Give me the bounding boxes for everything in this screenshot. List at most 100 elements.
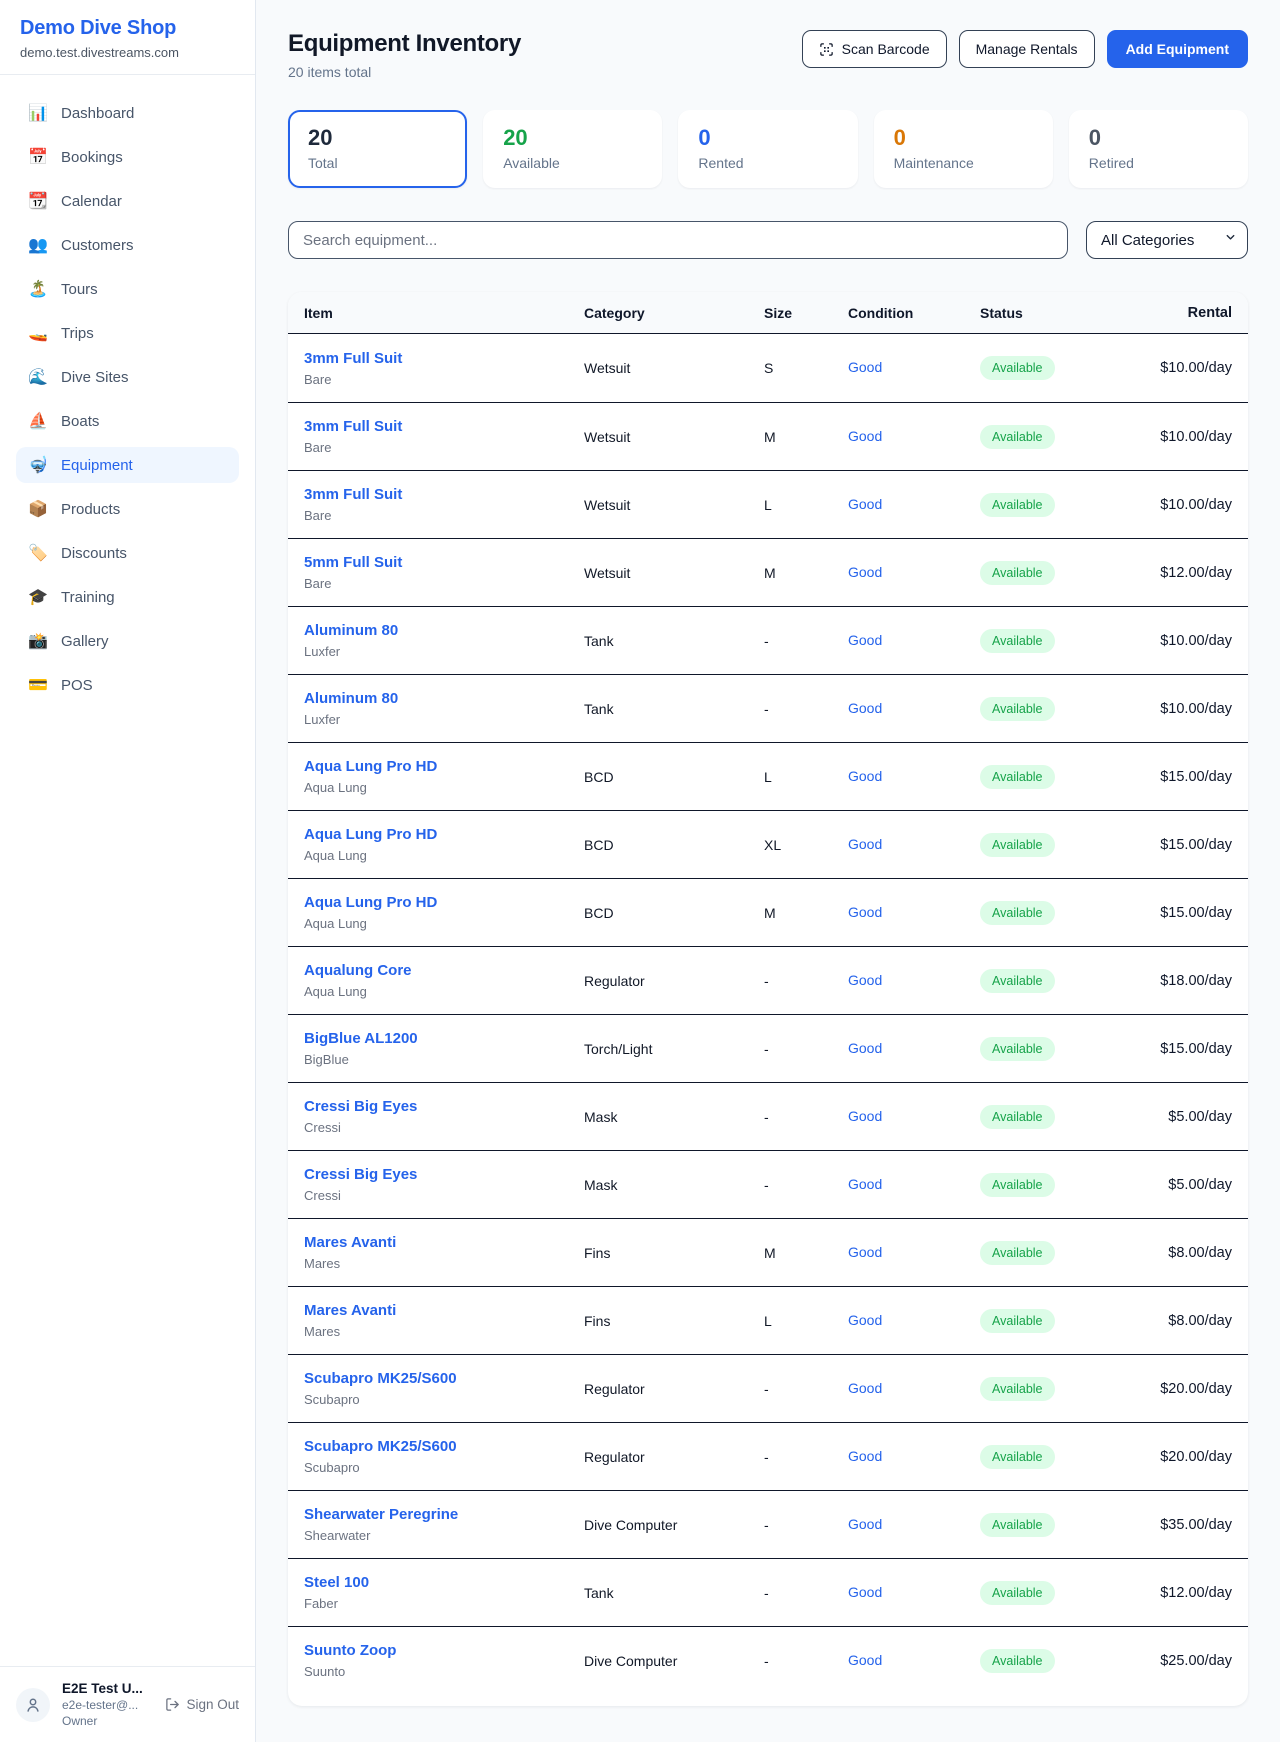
sidebar-item-customers[interactable]: 👥 Customers	[28, 236, 134, 255]
condition-link[interactable]: Good	[848, 359, 883, 375]
item-link[interactable]: Mares Avanti	[304, 1234, 397, 1251]
item-rental: $8.00/day	[1168, 1312, 1232, 1329]
item-link[interactable]: 5mm Full Suit	[304, 554, 403, 571]
item-brand: Faber	[304, 1596, 338, 1611]
condition-link[interactable]: Good	[848, 1447, 883, 1464]
status-badge: Available	[980, 1376, 1055, 1401]
add-equipment-button[interactable]: Add Equipment	[1106, 30, 1248, 68]
status-badge: Available	[980, 628, 1055, 653]
sidebar-item-gallery[interactable]: 📸 Gallery	[28, 632, 109, 651]
stat-card-retired[interactable]: 0 Retired	[1068, 110, 1248, 188]
sidebar-item-bookings[interactable]: 📅 Bookings	[28, 148, 123, 167]
status-badge: Available	[980, 1512, 1055, 1537]
dashboard-icon: 📊	[28, 105, 48, 122]
table-row: Aluminum 80 Luxfer Tank - Good Available…	[288, 606, 1248, 674]
condition-link[interactable]: Good	[848, 1583, 883, 1600]
item-link[interactable]: BigBlue AL1200	[304, 1030, 418, 1047]
item-link[interactable]: Scubapro MK25/S600	[304, 1370, 457, 1387]
condition-link[interactable]: Good	[848, 767, 883, 784]
table-row: Aqua Lung Pro HD Aqua Lung BCD XL Good A…	[288, 810, 1248, 878]
item-category: Fins	[584, 1312, 611, 1329]
condition-link[interactable]: Good	[848, 971, 883, 988]
item-link[interactable]: Aluminum 80	[304, 622, 399, 639]
item-link[interactable]: 3mm Full Suit	[304, 418, 403, 435]
category-select[interactable]: All Categories	[1086, 221, 1248, 259]
item-size: S	[764, 360, 774, 376]
item-link[interactable]: Suunto Zoop	[304, 1642, 397, 1659]
item-rental: $5.00/day	[1168, 1108, 1232, 1125]
item-link[interactable]: Aqualung Core	[304, 962, 412, 979]
condition-link[interactable]: Good	[848, 1175, 883, 1192]
item-rental: $10.00/day	[1160, 700, 1232, 717]
condition-link[interactable]: Good	[848, 495, 883, 512]
avatar	[16, 1687, 50, 1722]
item-link[interactable]: Scubapro MK25/S600	[304, 1438, 457, 1455]
sidebar-item-dive-sites[interactable]: 🌊 Dive Sites	[28, 368, 129, 387]
scan-barcode-button[interactable]: Scan Barcode	[801, 30, 947, 68]
stat-card-available[interactable]: 20 Available	[483, 110, 663, 188]
sign-out-button[interactable]: Sign Out	[165, 1697, 239, 1712]
item-brand: Cressi	[304, 1120, 341, 1135]
condition-link[interactable]: Good	[848, 1379, 883, 1396]
condition-link[interactable]: Good	[848, 631, 883, 648]
item-link[interactable]: Aluminum 80	[304, 690, 399, 707]
equipment-icon: 🤿	[28, 457, 48, 474]
item-link[interactable]: Cressi Big Eyes	[304, 1098, 418, 1115]
condition-link[interactable]: Good	[848, 1039, 883, 1056]
sidebar-item-discounts[interactable]: 🏷️ Discounts	[28, 544, 127, 563]
item-category: Regulator	[584, 1448, 645, 1465]
customers-icon: 👥	[28, 237, 48, 254]
condition-link[interactable]: Good	[848, 835, 883, 852]
item-link[interactable]: Shearwater Peregrine	[304, 1506, 459, 1523]
item-link[interactable]: Mares Avanti	[304, 1302, 397, 1319]
item-rental: $10.00/day	[1160, 632, 1232, 649]
condition-link[interactable]: Good	[848, 699, 883, 716]
item-brand: Scubapro	[304, 1460, 360, 1475]
stat-card-maintenance[interactable]: 0 Maintenance	[873, 110, 1053, 188]
item-category: Mask	[584, 1176, 618, 1193]
sidebar-item-dashboard[interactable]: 📊 Dashboard	[28, 104, 135, 123]
manage-rentals-button[interactable]: Manage Rentals	[958, 30, 1095, 68]
item-brand: Aqua Lung	[304, 780, 367, 795]
status-badge: Available	[980, 424, 1055, 449]
search-input[interactable]	[288, 221, 1068, 259]
item-link[interactable]: Cressi Big Eyes	[304, 1166, 418, 1183]
item-size: M	[764, 1244, 776, 1261]
status-badge: Available	[980, 968, 1055, 993]
sidebar-item-calendar[interactable]: 📆 Calendar	[28, 192, 122, 211]
item-category: Wetsuit	[584, 428, 631, 445]
sidebar-item-training[interactable]: 🎓 Training	[28, 588, 115, 607]
condition-link[interactable]: Good	[848, 1107, 883, 1124]
item-size: -	[764, 700, 769, 717]
stat-card-total[interactable]: 20 Total	[288, 110, 468, 188]
item-link[interactable]: 3mm Full Suit	[304, 486, 403, 503]
condition-link[interactable]: Good	[848, 563, 883, 580]
item-size: -	[764, 1584, 769, 1601]
condition-link[interactable]: Good	[848, 1311, 883, 1328]
item-link[interactable]: Aqua Lung Pro HD	[304, 826, 438, 843]
item-link[interactable]: Aqua Lung Pro HD	[304, 758, 438, 775]
sidebar-item-tours[interactable]: 🏝️ Tours	[28, 280, 98, 299]
sidebar-item-boats[interactable]: ⛵ Boats	[28, 412, 100, 431]
condition-link[interactable]: Good	[848, 1243, 883, 1260]
item-size: -	[764, 1040, 769, 1057]
status-badge: Available	[980, 356, 1055, 380]
item-link[interactable]: Steel 100	[304, 1574, 370, 1591]
item-link[interactable]: Aqua Lung Pro HD	[304, 894, 438, 911]
item-category: Fins	[584, 1244, 611, 1261]
item-size: -	[764, 972, 769, 989]
sidebar-item-pos[interactable]: 💳 POS	[28, 676, 93, 695]
condition-link[interactable]: Good	[848, 903, 883, 920]
brand-block: Demo Dive Shop demo.test.divestreams.com	[0, 0, 255, 75]
item-link[interactable]: 3mm Full Suit	[304, 349, 403, 367]
sidebar-item-trips[interactable]: 🚤 Trips	[28, 324, 94, 343]
sidebar-item-equipment[interactable]: 🤿 Equipment	[16, 447, 239, 483]
condition-link[interactable]: Good	[848, 1651, 883, 1668]
condition-link[interactable]: Good	[848, 427, 883, 444]
condition-link[interactable]: Good	[848, 1515, 883, 1532]
bookings-icon: 📅	[28, 149, 48, 166]
status-badge: Available	[980, 1648, 1055, 1673]
sidebar-item-products[interactable]: 📦 Products	[28, 500, 121, 519]
status-badge: Available	[980, 1104, 1055, 1129]
stat-card-rented[interactable]: 0 Rented	[678, 110, 858, 188]
